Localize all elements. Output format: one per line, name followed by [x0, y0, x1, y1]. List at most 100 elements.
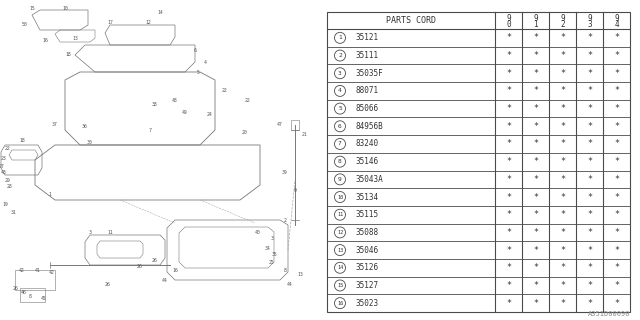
Text: 38: 38: [152, 102, 158, 108]
Text: *: *: [614, 157, 619, 166]
Text: 26: 26: [152, 258, 158, 262]
Text: 16: 16: [42, 37, 48, 43]
Text: 11: 11: [337, 212, 343, 217]
Text: 84956B: 84956B: [355, 122, 383, 131]
Text: *: *: [587, 140, 592, 148]
Text: *: *: [533, 245, 538, 255]
Text: *: *: [533, 69, 538, 78]
Text: 17: 17: [107, 20, 113, 25]
Text: *: *: [614, 122, 619, 131]
Text: 13: 13: [72, 36, 78, 41]
Text: 23: 23: [1, 156, 7, 161]
Text: 42: 42: [49, 269, 55, 275]
Text: *: *: [506, 157, 511, 166]
Text: *: *: [533, 228, 538, 237]
Text: *: *: [614, 140, 619, 148]
Text: 85066: 85066: [355, 104, 378, 113]
Text: *: *: [587, 33, 592, 42]
Text: 26: 26: [105, 283, 111, 287]
Text: *: *: [506, 122, 511, 131]
Text: *: *: [533, 299, 538, 308]
Text: 26: 26: [13, 285, 19, 291]
Text: 8: 8: [338, 159, 342, 164]
Text: *: *: [560, 86, 565, 95]
Text: *: *: [587, 299, 592, 308]
Text: 35: 35: [272, 252, 278, 258]
Text: 6: 6: [193, 47, 196, 52]
Text: 10: 10: [337, 195, 343, 200]
Text: *: *: [587, 51, 592, 60]
Text: *: *: [560, 193, 565, 202]
Text: 13: 13: [297, 273, 303, 277]
Text: 29: 29: [5, 178, 11, 182]
Text: *: *: [560, 69, 565, 78]
Text: 88071: 88071: [355, 86, 378, 95]
Text: *: *: [533, 140, 538, 148]
Text: 8: 8: [29, 293, 31, 299]
Text: 30: 30: [87, 140, 93, 145]
Text: *: *: [560, 245, 565, 255]
Text: *: *: [614, 281, 619, 290]
Text: 14: 14: [337, 265, 343, 270]
Text: 7: 7: [338, 141, 342, 147]
Text: 36: 36: [82, 124, 88, 130]
Bar: [327, 12, 630, 312]
Text: 9: 9: [560, 14, 565, 23]
Text: 40: 40: [255, 229, 261, 235]
Text: *: *: [533, 210, 538, 219]
Text: *: *: [506, 69, 511, 78]
Text: *: *: [614, 263, 619, 272]
Text: 83240: 83240: [355, 140, 378, 148]
Text: 27: 27: [0, 164, 5, 169]
Text: 0: 0: [506, 20, 511, 29]
Text: *: *: [587, 228, 592, 237]
Text: 16: 16: [337, 301, 343, 306]
Text: *: *: [614, 69, 619, 78]
Text: *: *: [614, 104, 619, 113]
Text: 49: 49: [182, 109, 188, 115]
Text: *: *: [587, 263, 592, 272]
Text: 22: 22: [5, 146, 11, 150]
Text: 9: 9: [614, 14, 619, 23]
Text: 42: 42: [19, 268, 25, 273]
Text: 35035F: 35035F: [355, 69, 383, 78]
Text: *: *: [614, 86, 619, 95]
Text: 4: 4: [614, 20, 619, 29]
Text: 12: 12: [145, 20, 151, 25]
Text: 15: 15: [29, 6, 35, 12]
Text: *: *: [587, 157, 592, 166]
Text: 35115: 35115: [355, 210, 378, 219]
Text: 10: 10: [62, 6, 68, 12]
Text: 44: 44: [162, 277, 168, 283]
Text: 3: 3: [271, 236, 273, 241]
Text: *: *: [614, 228, 619, 237]
Text: *: *: [506, 104, 511, 113]
Text: *: *: [506, 210, 511, 219]
Text: 19: 19: [2, 203, 8, 207]
Text: 1: 1: [338, 35, 342, 40]
Text: *: *: [614, 210, 619, 219]
Text: 3: 3: [88, 229, 92, 235]
Text: 6: 6: [338, 124, 342, 129]
Text: *: *: [614, 33, 619, 42]
Text: 41: 41: [35, 268, 41, 273]
Text: *: *: [587, 245, 592, 255]
Text: *: *: [587, 281, 592, 290]
Text: 47: 47: [277, 123, 283, 127]
Text: 46: 46: [21, 290, 27, 294]
Text: 35088: 35088: [355, 228, 378, 237]
Text: 1: 1: [533, 20, 538, 29]
Text: *: *: [587, 175, 592, 184]
Text: 1: 1: [49, 193, 51, 197]
Text: *: *: [560, 281, 565, 290]
Text: *: *: [560, 175, 565, 184]
Text: 35046: 35046: [355, 245, 378, 255]
Text: 18: 18: [19, 138, 25, 142]
Text: 35023: 35023: [355, 299, 378, 308]
Text: *: *: [533, 104, 538, 113]
Text: *: *: [533, 122, 538, 131]
Text: *: *: [587, 86, 592, 95]
Text: 35121: 35121: [355, 33, 378, 42]
Text: 50: 50: [22, 22, 28, 28]
Text: 2: 2: [338, 53, 342, 58]
